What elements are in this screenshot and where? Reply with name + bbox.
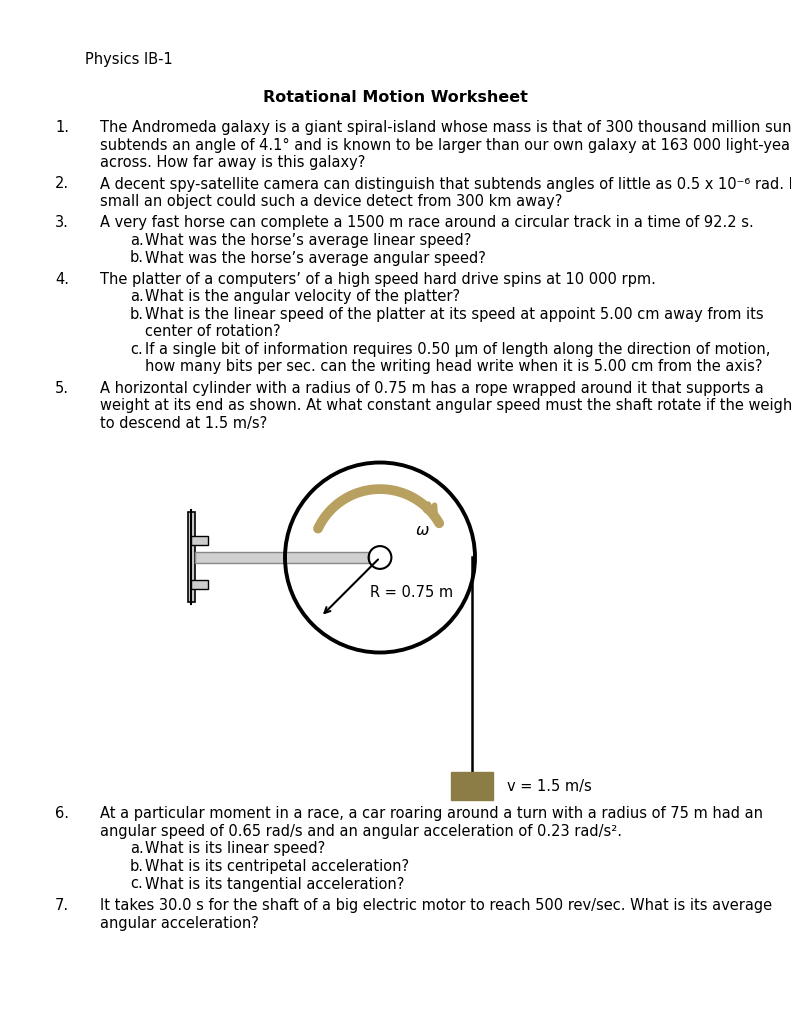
Text: small an object could such a device detect from 300 km away?: small an object could such a device dete… <box>100 194 562 209</box>
Bar <box>191 581 209 590</box>
Text: It takes 30.0 s for the shaft of a big electric motor to reach 500 rev/sec. What: It takes 30.0 s for the shaft of a big e… <box>100 898 772 913</box>
Text: 7.: 7. <box>55 898 69 913</box>
Text: A very fast horse can complete a 1500 m race around a circular track in a time o: A very fast horse can complete a 1500 m … <box>100 215 754 230</box>
Text: If a single bit of information requires 0.50 μm of length along the direction of: If a single bit of information requires … <box>145 342 770 357</box>
Text: weight at its end as shown. At what constant angular speed must the shaft rotate: weight at its end as shown. At what cons… <box>100 398 791 414</box>
Text: What is its centripetal acceleration?: What is its centripetal acceleration? <box>145 859 409 874</box>
Bar <box>188 512 195 602</box>
Text: 3.: 3. <box>55 215 69 230</box>
Text: across. How far away is this galaxy?: across. How far away is this galaxy? <box>100 155 365 170</box>
Bar <box>451 772 493 801</box>
Text: Physics IB-1: Physics IB-1 <box>85 52 172 67</box>
Text: 4.: 4. <box>55 272 69 287</box>
Text: 6.: 6. <box>55 807 69 821</box>
Bar <box>191 537 209 546</box>
Text: A horizontal cylinder with a radius of 0.75 m has a rope wrapped around it that : A horizontal cylinder with a radius of 0… <box>100 381 764 396</box>
Text: The platter of a computers’ of a high speed hard drive spins at 10 000 rpm.: The platter of a computers’ of a high sp… <box>100 272 656 287</box>
Text: to descend at 1.5 m/s?: to descend at 1.5 m/s? <box>100 416 267 431</box>
Text: What is its linear speed?: What is its linear speed? <box>145 842 325 856</box>
Text: The Andromeda galaxy is a giant spiral-island whose mass is that of 300 thousand: The Andromeda galaxy is a giant spiral-i… <box>100 120 791 135</box>
Text: v = 1.5 m/s: v = 1.5 m/s <box>507 779 592 794</box>
Text: Rotational Motion Worksheet: Rotational Motion Worksheet <box>263 90 528 105</box>
Bar <box>195 552 369 563</box>
Text: What is its tangential acceleration?: What is its tangential acceleration? <box>145 877 404 892</box>
Text: 1.: 1. <box>55 120 69 135</box>
Text: how many bits per sec. can the writing head write when it is 5.00 cm from the ax: how many bits per sec. can the writing h… <box>145 359 763 375</box>
Text: What is the linear speed of the platter at its speed at appoint 5.00 cm away fro: What is the linear speed of the platter … <box>145 307 763 322</box>
Text: center of rotation?: center of rotation? <box>145 325 281 340</box>
Text: c.: c. <box>130 877 142 892</box>
Text: a.: a. <box>130 233 144 248</box>
Text: 2.: 2. <box>55 176 69 191</box>
Text: 5.: 5. <box>55 381 69 396</box>
Text: angular speed of 0.65 rad/s and an angular acceleration of 0.23 rad/s².: angular speed of 0.65 rad/s and an angul… <box>100 824 622 839</box>
Text: a.: a. <box>130 842 144 856</box>
Text: What was the horse’s average angular speed?: What was the horse’s average angular spe… <box>145 251 486 265</box>
Text: b.: b. <box>130 307 144 322</box>
Text: At a particular moment in a race, a car roaring around a turn with a radius of 7: At a particular moment in a race, a car … <box>100 807 763 821</box>
Text: ω: ω <box>416 523 430 539</box>
Text: What was the horse’s average linear speed?: What was the horse’s average linear spee… <box>145 233 471 248</box>
Text: b.: b. <box>130 859 144 874</box>
Text: b.: b. <box>130 251 144 265</box>
Text: What is the angular velocity of the platter?: What is the angular velocity of the plat… <box>145 290 460 304</box>
Text: angular acceleration?: angular acceleration? <box>100 915 259 931</box>
Text: R = 0.75 m: R = 0.75 m <box>370 586 453 600</box>
Text: c.: c. <box>130 342 142 357</box>
Text: A decent spy-satellite camera can distinguish that subtends angles of little as : A decent spy-satellite camera can distin… <box>100 176 791 191</box>
Text: subtends an angle of 4.1° and is known to be larger than our own galaxy at 163 0: subtends an angle of 4.1° and is known t… <box>100 137 791 153</box>
Text: a.: a. <box>130 290 144 304</box>
